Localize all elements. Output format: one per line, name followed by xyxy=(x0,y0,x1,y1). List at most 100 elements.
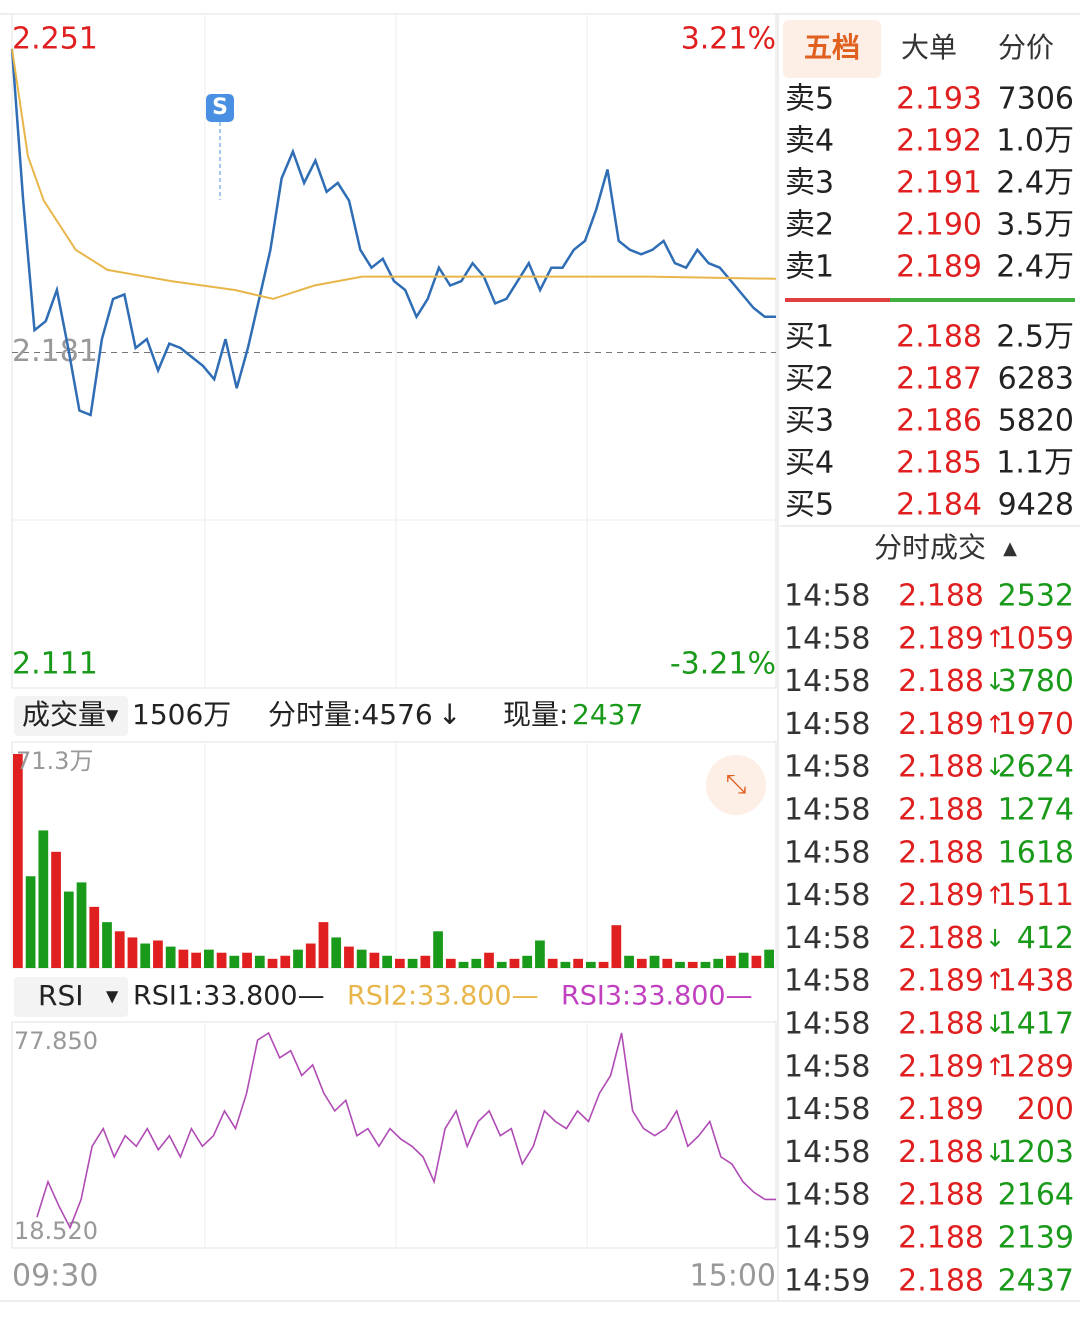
price-line xyxy=(10,48,776,417)
rsi-selector[interactable]: RSI xyxy=(38,979,84,1012)
tab[interactable]: 五档 xyxy=(804,31,860,64)
frame xyxy=(11,13,777,689)
volume-bar xyxy=(560,961,571,968)
volume-bar xyxy=(407,958,418,968)
volume-bar xyxy=(675,961,685,968)
volume-bar xyxy=(611,925,622,968)
volume-bar xyxy=(687,961,698,968)
tick-time: 14:58 xyxy=(784,750,870,785)
tick-time: 14:58 xyxy=(784,878,870,913)
tick-arrow: ↓ xyxy=(985,753,1005,781)
tab[interactable]: 分价 xyxy=(998,31,1054,64)
volume-bar xyxy=(51,851,61,968)
level-volume: 7306 xyxy=(998,82,1074,117)
dropdown-icon: ▼ xyxy=(106,987,119,1006)
volume-bar xyxy=(433,931,443,968)
level-price: 2.192 xyxy=(896,124,982,159)
tick-time: 14:58 xyxy=(784,621,870,656)
tab-active-bg[interactable] xyxy=(783,20,881,78)
volume-bar xyxy=(535,940,545,968)
y2-tick-label: -3.21% xyxy=(670,647,776,682)
tick-time: 14:59 xyxy=(784,1263,870,1298)
tick-price: 2.188 xyxy=(898,1007,984,1042)
period-volume: 分时量:4576 xyxy=(268,698,433,731)
volume-selector[interactable]: 成交量 xyxy=(22,698,106,731)
y-tick-label: 71.3万 xyxy=(16,747,93,775)
tick-time: 14:58 xyxy=(784,664,870,699)
tick-price: 2.188 xyxy=(898,579,984,614)
selector-bg[interactable] xyxy=(14,696,128,736)
volume-bar xyxy=(573,958,583,968)
tick-price: 2.189 xyxy=(898,964,984,999)
level-label: 卖3 xyxy=(785,166,834,201)
expand-button[interactable] xyxy=(706,755,766,815)
volume-bar xyxy=(636,958,647,968)
volume-bar xyxy=(445,958,456,968)
tick-volume: 1274 xyxy=(998,793,1074,828)
tick-volume: 2139 xyxy=(998,1221,1074,1256)
tick-time: 14:58 xyxy=(784,835,870,870)
tick-price: 2.189 xyxy=(898,1049,984,1084)
volume-bar xyxy=(204,949,214,968)
frame xyxy=(11,741,777,969)
tick-volume: 1618 xyxy=(998,835,1074,870)
volume-bar xyxy=(38,830,49,968)
volume-bar xyxy=(738,952,749,968)
level-label: 买5 xyxy=(785,488,834,523)
current-label: 现量: xyxy=(503,698,568,731)
tick-time: 14:58 xyxy=(784,1007,870,1042)
tick-price: 2.189 xyxy=(898,878,984,913)
tick-volume: 1970 xyxy=(998,707,1074,742)
sort-icon[interactable]: ▲ xyxy=(1003,538,1017,559)
level-label: 买3 xyxy=(785,404,834,439)
x-tick-label: 15:00 xyxy=(690,1259,776,1294)
volume-bar xyxy=(191,952,201,968)
volume-bar xyxy=(267,958,278,968)
tick-volume: 2164 xyxy=(998,1178,1074,1213)
tick-price: 2.188 xyxy=(898,1135,984,1170)
tick-time: 14:59 xyxy=(784,1221,870,1256)
selector-bg[interactable] xyxy=(14,977,128,1017)
level-price: 2.190 xyxy=(896,208,982,243)
tick-volume: 3780 xyxy=(998,664,1074,699)
level-price: 2.189 xyxy=(896,250,982,285)
level-volume: 9428 xyxy=(998,488,1074,523)
ticks-title[interactable]: 分时成交 xyxy=(874,531,986,564)
level-volume: 3.5万 xyxy=(996,208,1074,243)
rsi3: RSI3:33.800— xyxy=(561,981,753,1012)
expand-icon[interactable]: ⤡ xyxy=(726,770,747,800)
volume-bar xyxy=(344,946,354,968)
volume-bar xyxy=(586,961,596,968)
level-label: 卖4 xyxy=(785,124,834,159)
volume-bar xyxy=(751,955,762,968)
volume-bar xyxy=(382,955,392,968)
volume-bar xyxy=(509,958,520,968)
volume-bar xyxy=(598,961,609,968)
rsi-line xyxy=(36,1031,776,1230)
level-price: 2.191 xyxy=(896,166,982,201)
level-label: 卖2 xyxy=(785,208,834,243)
tick-volume: 2437 xyxy=(998,1263,1074,1298)
tick-time: 14:58 xyxy=(784,1135,870,1170)
volume-bar xyxy=(331,937,342,968)
level-price: 2.193 xyxy=(896,82,982,117)
level-price: 2.187 xyxy=(896,362,982,397)
volume-bar xyxy=(229,955,240,968)
volume-bar xyxy=(484,952,494,968)
volume-bar xyxy=(242,952,252,968)
tick-price: 2.188 xyxy=(898,835,984,870)
volume-bar xyxy=(178,949,189,968)
volume-bar xyxy=(153,940,163,968)
tick-volume: 2532 xyxy=(998,579,1074,614)
tick-price: 2.188 xyxy=(898,1263,984,1298)
tab[interactable]: 大单 xyxy=(901,31,957,64)
tick-arrow: ↑ xyxy=(985,882,1005,910)
tick-arrow: ↓ xyxy=(985,1138,1005,1166)
volume-bar xyxy=(216,952,227,968)
tick-arrow: ↓ xyxy=(985,924,1005,952)
tick-price: 2.189 xyxy=(898,621,984,656)
volume-bar xyxy=(369,952,380,968)
volume-bar xyxy=(522,955,533,968)
tick-time: 14:58 xyxy=(784,964,870,999)
